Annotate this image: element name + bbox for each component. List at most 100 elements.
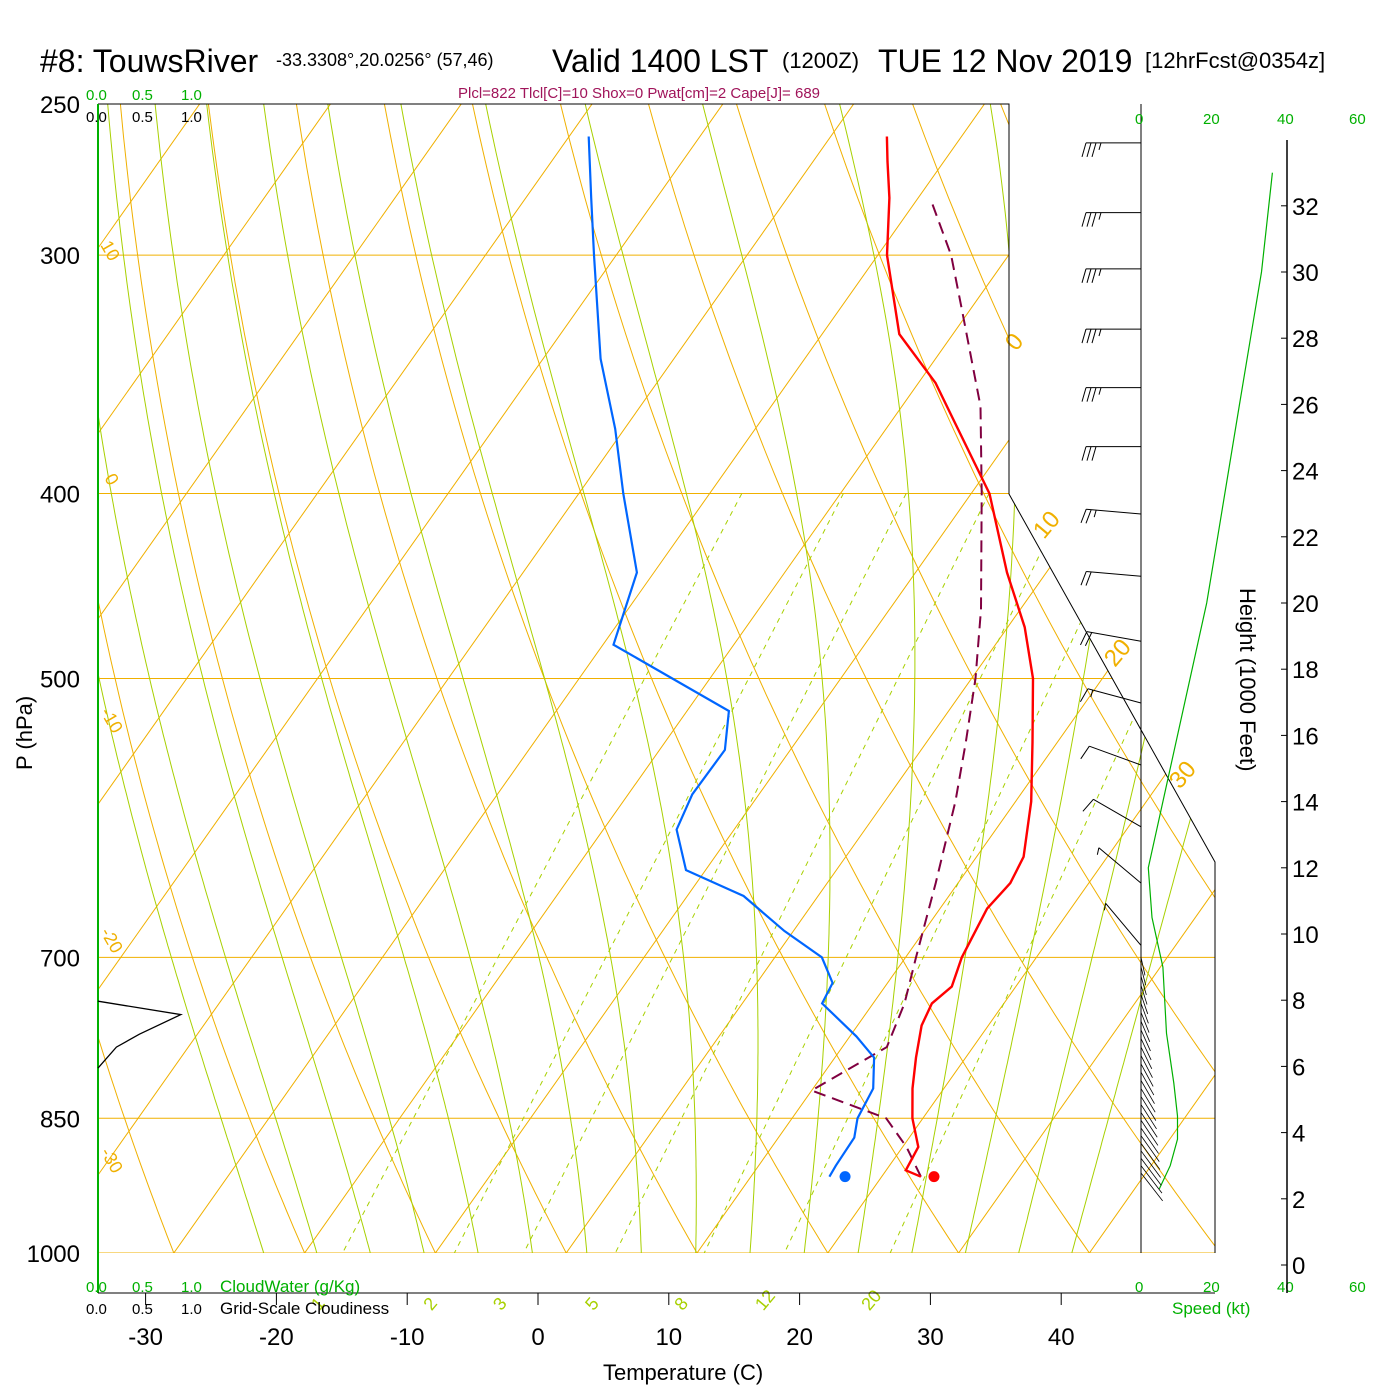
mixing-ratio-line: [595, 493, 990, 1253]
cl-top-1: 0.5: [132, 109, 153, 126]
low-level-wind-barb: [1140, 1088, 1156, 1113]
isotherm: [929, 104, 1215, 1253]
isotherm: [275, 104, 1140, 1253]
dry-adiabat: [551, 104, 1119, 1253]
moist-adiabat: [481, 104, 697, 1253]
height-tick-label: 18: [1292, 657, 1319, 684]
title-station: #8: TouwsRiver: [40, 43, 259, 79]
mixing-ratio-line: [684, 493, 1070, 1253]
pressure-tick-label: 300: [40, 243, 80, 270]
cloudwater-scale-top: 0.0 0.5 1.0 0.0 0.5 1.0: [86, 87, 202, 126]
low-level-wind-barb: [1140, 1071, 1155, 1096]
height-tick-label: 2: [1292, 1187, 1305, 1214]
wind-barb: [1081, 446, 1141, 461]
wind-barb: [1080, 631, 1142, 647]
wind-barb: [1081, 142, 1141, 157]
cloudiness-profile: [97, 1000, 183, 1069]
height-tick-label: 12: [1292, 856, 1319, 883]
low-level-wind-barb: [1140, 1021, 1151, 1042]
pressure-tick-label: 850: [40, 1106, 80, 1133]
temperature-tick-label: 0: [531, 1324, 544, 1351]
mixing-ratio-line: [871, 493, 1215, 1253]
isotherm: [98, 104, 355, 1253]
wind-barb: [1080, 571, 1142, 586]
height-tick-label: 14: [1292, 790, 1319, 817]
low-level-wind-barb: [1140, 1127, 1159, 1154]
dry-adiabat: [98, 104, 324, 1253]
height-tick-label: 22: [1292, 525, 1319, 552]
dry-adiabat: [116, 104, 456, 1253]
moist-adiabat: [98, 104, 329, 1253]
height-tick-label: 32: [1292, 194, 1319, 221]
dry-adiabat: [377, 104, 854, 1253]
low-level-wind-barb: [1140, 1120, 1159, 1146]
cloudiness-title: Grid-Scale Cloudiness: [220, 1299, 389, 1318]
isotherm: [1322, 70, 1400, 1293]
temperature-tick-label: -10: [390, 1324, 425, 1351]
moist-adiabat: [1060, 104, 1215, 1253]
temperature-ticks: -30 -20 -10 0 10 20 30 40: [128, 1293, 1075, 1351]
y-axis-title: P (hPa): [12, 696, 37, 770]
low-level-wind-barb: [1140, 1029, 1151, 1052]
wind-barb: [1081, 268, 1141, 283]
isotherm: [537, 104, 1215, 1253]
isotherm: [798, 104, 1215, 1253]
dry-adiabat: [290, 104, 721, 1253]
dry-adiabat: [812, 104, 1215, 1253]
cw-top-2: 1.0: [181, 87, 202, 104]
dry-adiabat: [203, 104, 589, 1253]
cloudwater-scale-bottom: 0.0 0.5 1.0 CloudWater (g/Kg) 0.0 0.5 1.…: [86, 1277, 389, 1318]
cw-bot-1: 0.5: [132, 1279, 153, 1296]
dry-adiabat: [1335, 70, 1400, 1293]
moist-adiabat: [324, 104, 591, 1253]
low-level-wind-barb: [1140, 1055, 1153, 1078]
low-level-wind-barb: [1140, 1096, 1157, 1121]
low-level-wind-barb: [1140, 1135, 1160, 1162]
pressure-ticks: 250 300 400 500 700 850 1000: [27, 92, 80, 1268]
wind-barb: [1079, 688, 1142, 704]
low-level-wind-barb: [1140, 966, 1147, 986]
pressure-tick-label: 1000: [27, 1241, 80, 1268]
isotherm: [144, 104, 1009, 1253]
pressure-tick-label: 500: [40, 667, 80, 694]
temperature-tick-label: 20: [786, 1324, 813, 1351]
cw-bot-0: 0.0: [86, 1279, 107, 1296]
wind-speed-line: [1147, 172, 1273, 1190]
title-date: TUE 12 Nov 2019: [878, 43, 1132, 79]
temperature-tick-label: -30: [128, 1324, 163, 1351]
mixing-ratio-line: [320, 493, 743, 1253]
pressure-tick-label: 700: [40, 945, 80, 972]
spd-bot-40: 40: [1277, 1279, 1294, 1296]
moist-adiabat: [697, 104, 831, 1253]
low-level-wind-barb: [1140, 994, 1149, 1015]
wind-barb: [1082, 798, 1142, 828]
low-level-wind-barb: [1140, 1150, 1161, 1178]
moist-adiabat: [955, 104, 1139, 1253]
dry-adiabat: [986, 104, 1215, 1253]
isotherm: [98, 104, 748, 1253]
spd-top-60: 60: [1349, 111, 1366, 128]
height-tick-label: 26: [1292, 392, 1319, 419]
plot-frame: [98, 103, 1216, 1253]
spd-bot-20: 20: [1203, 1279, 1220, 1296]
mixing-ratio-label: 3: [489, 1294, 511, 1315]
low-level-wind-barb: [1140, 1063, 1154, 1087]
low-level-wind-barb: [1140, 975, 1147, 995]
spd-top-0: 0: [1135, 111, 1143, 128]
spd-bot-60: 60: [1349, 1279, 1366, 1296]
height-tick-label: 20: [1292, 591, 1319, 618]
parcel-trace: [809, 203, 983, 1178]
height-tick-label: 6: [1292, 1054, 1305, 1081]
isotherm-label: -30: [97, 1144, 127, 1177]
mixing-ratio-label: 2: [419, 1294, 441, 1315]
spd-bot-0: 0: [1135, 1279, 1143, 1296]
cl-bot-1: 0.5: [132, 1301, 153, 1318]
dry-adiabat: [1248, 70, 1400, 1293]
cl-top-0: 0.0: [86, 109, 107, 126]
height-tick-label: 30: [1292, 260, 1319, 287]
cw-top-0: 0.0: [86, 87, 107, 104]
mixing-ratio-line: [433, 493, 844, 1253]
cl-top-2: 1.0: [181, 109, 202, 126]
